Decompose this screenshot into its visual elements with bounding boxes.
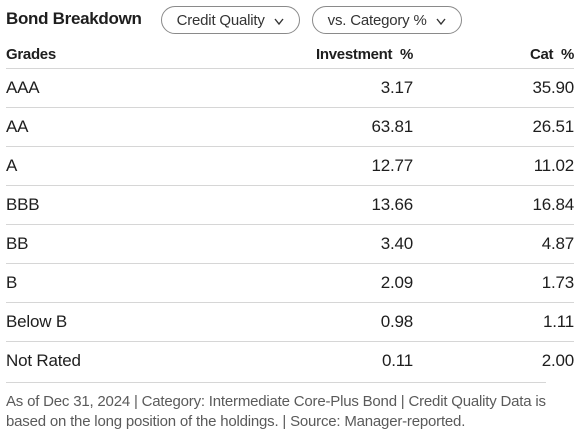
credit-quality-dropdown[interactable]: Credit Quality bbox=[160, 6, 300, 34]
grade-cell: AAA bbox=[6, 68, 256, 108]
investment-percent-cell: 0.98 bbox=[256, 302, 413, 342]
investment-percent-cell: 63.81 bbox=[256, 107, 413, 147]
chevron-down-icon bbox=[273, 14, 285, 26]
panel-title: Bond Breakdown bbox=[6, 8, 142, 28]
investment-percent-cell: 3.17 bbox=[256, 68, 413, 108]
grade-cell: Not Rated bbox=[6, 351, 81, 370]
investment-percent-cell: 0.11 bbox=[381, 351, 413, 370]
grade-cell: Below B bbox=[6, 302, 256, 342]
table-row: AAA 3.17 35.90 bbox=[6, 68, 574, 108]
category-percent-cell: 1.73 bbox=[413, 263, 574, 303]
grade-cell: BBB bbox=[6, 185, 256, 225]
table-row: BBB 13.66 16.84 bbox=[6, 185, 574, 225]
grade-cell: BB bbox=[6, 224, 256, 264]
category-percent-cell: 26.51 bbox=[413, 107, 574, 147]
credit-quality-dropdown-label: Credit Quality bbox=[176, 11, 265, 29]
credit-quality-table: Grades Investment % Cat % AAA 3.17 35.90 AA… bbox=[6, 40, 574, 380]
table-row: BB 3.40 4.87 bbox=[6, 224, 574, 264]
comparison-dropdown[interactable]: vs. Category % bbox=[311, 6, 462, 34]
category-percent-cell: 35.90 bbox=[413, 68, 574, 108]
investment-percent-cell: 12.77 bbox=[256, 146, 413, 186]
chevron-down-icon bbox=[435, 14, 447, 26]
grade-cell: B bbox=[6, 263, 256, 303]
table-row: Below B 0.98 1.11 bbox=[6, 302, 574, 342]
column-header-investment: Investment % bbox=[256, 40, 413, 69]
footnote: As of Dec 31, 2024 | Category: Intermedi… bbox=[6, 382, 546, 432]
panel-header: Bond Breakdown Credit Quality vs. Catego… bbox=[6, 0, 574, 40]
column-header-grades: Grades bbox=[6, 40, 256, 69]
category-percent-cell: 1.11 bbox=[413, 302, 574, 342]
grade-cell: A bbox=[6, 146, 256, 186]
investment-percent-cell: 13.66 bbox=[256, 185, 413, 225]
table-row: B 2.09 1.73 bbox=[6, 263, 574, 303]
category-percent-cell: 4.87 bbox=[413, 224, 574, 264]
investment-percent-cell: 3.40 bbox=[256, 224, 413, 264]
investment-percent-cell: 2.09 bbox=[256, 263, 413, 303]
category-percent-cell: 16.84 bbox=[413, 185, 574, 225]
comparison-dropdown-label: vs. Category % bbox=[327, 11, 427, 29]
table-header-row: Grades Investment % Cat % bbox=[6, 40, 574, 69]
table-row: AA 63.81 26.51 bbox=[6, 107, 574, 147]
table-row: Not Rated 0.11 2.00 bbox=[6, 342, 574, 381]
column-header-category: Cat % bbox=[413, 40, 574, 69]
category-percent-cell: 11.02 bbox=[413, 146, 574, 186]
table-row: A 12.77 11.02 bbox=[6, 146, 574, 186]
category-percent-cell: 2.00 bbox=[541, 351, 574, 370]
grade-cell: AA bbox=[6, 107, 256, 147]
